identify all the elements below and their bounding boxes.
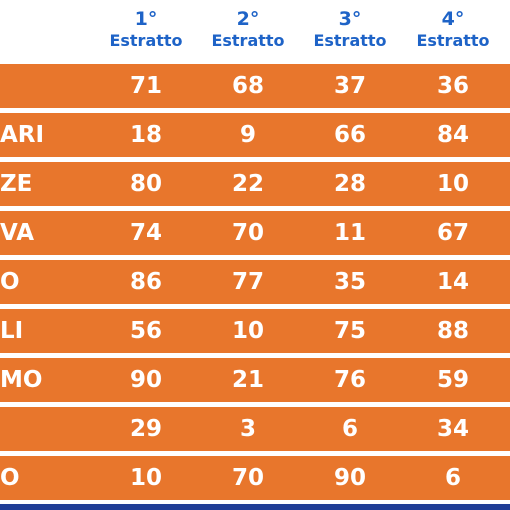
number-3: 66 (333, 122, 366, 148)
column-header-label: Estratto (109, 31, 183, 50)
table-row: LI 56 10 75 88 (0, 309, 510, 353)
number-4: 88 (436, 318, 469, 344)
number-1: 80 (129, 171, 162, 197)
number-1: 10 (129, 465, 162, 491)
number-3: 11 (333, 220, 366, 246)
table-header: 1° Estratto 2° Estratto 3° Estratto 4° E… (0, 0, 510, 62)
number-4: 6 (444, 465, 461, 491)
column-header-number: 3° (338, 8, 362, 30)
number-4: 36 (436, 73, 469, 99)
table-row: VA 74 70 11 67 (0, 211, 510, 255)
number-4: 14 (436, 269, 469, 295)
city-name: LI (0, 318, 24, 344)
number-1: 18 (129, 122, 162, 148)
number-3: 75 (333, 318, 366, 344)
number-2: 3 (239, 416, 256, 442)
city-name: ARI (0, 122, 45, 148)
column-header-label: Estratto (211, 31, 285, 50)
number-1: 74 (129, 220, 162, 246)
number-4: 84 (436, 122, 469, 148)
table-row: 71 68 37 36 (0, 64, 510, 108)
city-name: O (0, 465, 20, 491)
number-1: 56 (129, 318, 162, 344)
number-2: 22 (231, 171, 264, 197)
table-row: 29 3 6 34 (0, 407, 510, 451)
number-2: 77 (231, 269, 264, 295)
number-3: 6 (341, 416, 358, 442)
column-header-label: Estratto (416, 31, 490, 50)
column-header-1: 1° Estratto (96, 8, 196, 52)
column-header-3: 3° Estratto (300, 8, 400, 52)
number-4: 67 (436, 220, 469, 246)
city-name: ZE (0, 171, 33, 197)
footer-bar (0, 504, 510, 510)
city-name: VA (0, 220, 35, 246)
column-header-4: 4° Estratto (403, 8, 503, 52)
number-2: 70 (231, 220, 264, 246)
table-row: MO 90 21 76 59 (0, 358, 510, 402)
number-2: 10 (231, 318, 264, 344)
number-2: 70 (231, 465, 264, 491)
number-4: 10 (436, 171, 469, 197)
column-header-2: 2° Estratto (198, 8, 298, 52)
number-3: 37 (333, 73, 366, 99)
table-row: O 10 70 90 6 (0, 456, 510, 500)
number-2: 21 (231, 367, 264, 393)
number-3: 35 (333, 269, 366, 295)
city-name: MO (0, 367, 43, 393)
number-1: 29 (129, 416, 162, 442)
number-4: 34 (436, 416, 469, 442)
column-header-number: 1° (134, 8, 158, 30)
table-row: ZE 80 22 28 10 (0, 162, 510, 206)
number-2: 9 (239, 122, 256, 148)
number-1: 90 (129, 367, 162, 393)
number-2: 68 (231, 73, 264, 99)
number-1: 71 (129, 73, 162, 99)
column-header-label: Estratto (313, 31, 387, 50)
column-header-number: 4° (441, 8, 465, 30)
city-name: O (0, 269, 20, 295)
table-row: O 86 77 35 14 (0, 260, 510, 304)
number-4: 59 (436, 367, 469, 393)
number-3: 28 (333, 171, 366, 197)
table-row: ARI 18 9 66 84 (0, 113, 510, 157)
number-1: 86 (129, 269, 162, 295)
number-3: 76 (333, 367, 366, 393)
column-header-number: 2° (236, 8, 260, 30)
number-3: 90 (333, 465, 366, 491)
